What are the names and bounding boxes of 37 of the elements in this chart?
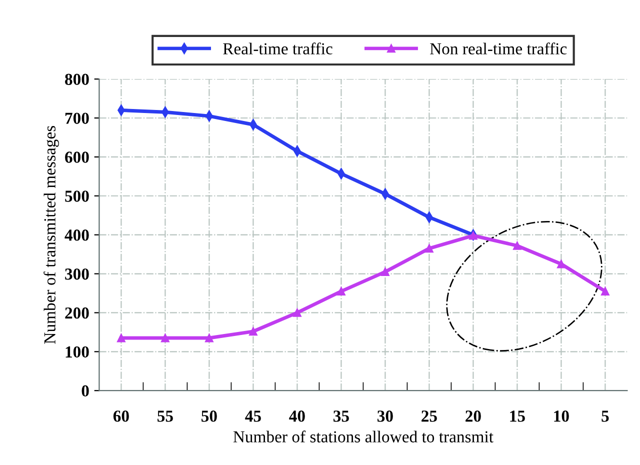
point (249, 327, 258, 336)
point (557, 260, 566, 268)
point (381, 268, 390, 276)
y-tick-label: 0 (82, 385, 89, 397)
point (161, 334, 170, 342)
point (469, 231, 478, 240)
x-tick-label: 25 (422, 410, 437, 422)
point (117, 334, 126, 342)
x-tick-label: 45 (245, 410, 261, 422)
point (601, 287, 610, 296)
y-tick-label: 300 (65, 268, 89, 280)
point (425, 244, 434, 253)
y-tick-label: 400 (64, 230, 89, 241)
point (293, 308, 302, 317)
legend-label: Non real-time traffic (430, 42, 567, 54)
x-tick-label: 55 (158, 410, 173, 422)
y-tick-label: 100 (66, 346, 89, 358)
x-tick-label: 60 (113, 410, 129, 422)
x-tick-label: 40 (289, 410, 305, 422)
y-tick-label: 200 (65, 307, 89, 319)
x-axis-title: Number of stations allowed to transmit (233, 430, 494, 442)
y-tick-label: 500 (65, 190, 89, 202)
y-tick-label: 600 (65, 152, 89, 163)
y-tick-label: 700 (65, 112, 89, 124)
legend-label: Real-time traffic (223, 42, 332, 54)
point (513, 242, 522, 250)
x-tick-label: 50 (202, 410, 217, 422)
point (337, 287, 346, 296)
x-tick-label: 35 (333, 410, 349, 422)
x-tick-label: 15 (510, 410, 525, 422)
x-tick-label: 20 (466, 410, 481, 422)
point (205, 334, 214, 342)
y-axis-title: Number of transmitted messages (44, 126, 59, 344)
x-tick-label: 10 (554, 410, 569, 422)
x-tick-label: 5 (602, 410, 609, 422)
x-tick-label: 30 (377, 410, 393, 422)
y-tick-label: 800 (65, 74, 89, 85)
